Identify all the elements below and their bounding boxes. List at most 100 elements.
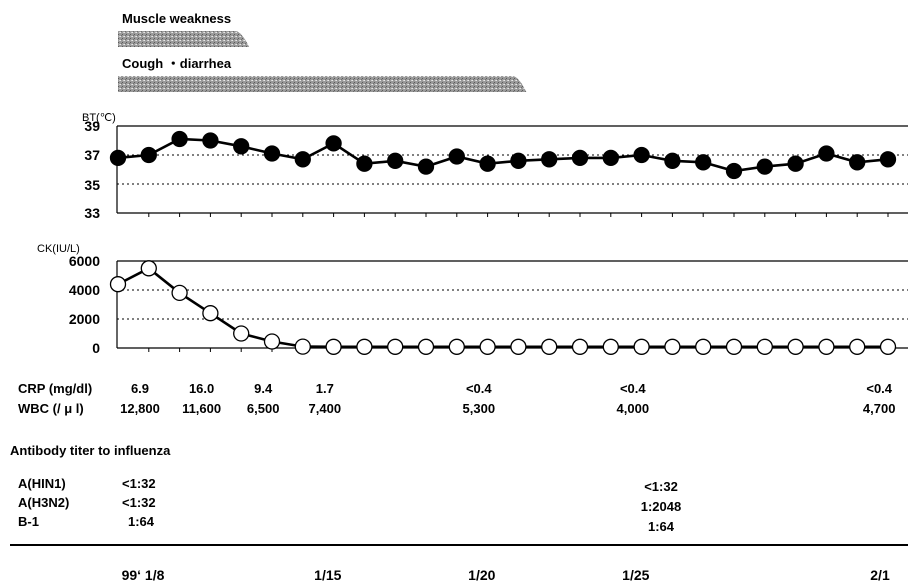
bt-point xyxy=(849,154,866,171)
bt-point xyxy=(602,149,619,167)
symptom-muscle-weakness: Muscle weakness xyxy=(118,11,250,47)
ck-point xyxy=(294,338,311,355)
crp-value: <0.4 xyxy=(620,381,646,396)
antibody-titer-second: 1:2048 xyxy=(641,499,681,514)
crp-value: 6.9 xyxy=(131,381,149,396)
crp-row-label: CRP (mg/dl) xyxy=(18,381,92,396)
wbc-value: 11,600 xyxy=(182,401,221,416)
symptom-label: Muscle weakness xyxy=(122,11,231,26)
antibody-titer-first: 1:64 xyxy=(128,514,155,529)
symptom-duration-bar xyxy=(118,31,250,47)
date-label: 2/1 xyxy=(870,567,890,583)
bt-axis-title: BT(℃) xyxy=(82,112,116,124)
bt-point xyxy=(140,146,157,164)
wbc-value: 6,500 xyxy=(247,401,280,416)
symptom-label: Cough ・diarrhea xyxy=(122,56,232,71)
antibody-titer-first: <1:32 xyxy=(122,476,156,491)
symptom-duration-bar xyxy=(118,76,527,92)
wbc-value: 5,300 xyxy=(463,401,496,416)
bt-point xyxy=(356,155,373,172)
antibody-section: Antibody titer to influenza A(HIN1) A(H3… xyxy=(10,443,681,534)
antibody-row-label: A(HIN1) xyxy=(18,476,66,491)
bt-point xyxy=(633,146,650,164)
ck-point xyxy=(633,338,650,355)
bt-point xyxy=(571,149,589,167)
ck-point xyxy=(756,338,773,355)
crp-value: <0.4 xyxy=(866,381,892,396)
bt-point xyxy=(294,151,311,168)
bt-point xyxy=(387,152,404,169)
bt-point xyxy=(725,162,743,180)
bt-point xyxy=(541,151,558,168)
date-label: 1/20 xyxy=(468,567,495,583)
antibody-title: Antibody titer to influenza xyxy=(10,443,171,458)
ck-point xyxy=(725,338,743,355)
antibody-titer-second: 1:64 xyxy=(648,519,675,534)
bt-tick-37: 37 xyxy=(84,147,100,163)
wbc-value: 7,400 xyxy=(309,401,342,416)
antibody-titer-first: <1:32 xyxy=(122,495,156,510)
ck-point xyxy=(417,338,435,355)
ck-point xyxy=(787,338,804,355)
bt-point xyxy=(417,158,435,175)
ck-point xyxy=(109,276,127,293)
crp-value: 16.0 xyxy=(189,381,214,396)
bt-point xyxy=(818,145,835,162)
ck-point xyxy=(263,333,281,350)
symptom-cough-diarrhea: Cough ・diarrhea xyxy=(118,56,527,92)
antibody-row-label: B-1 xyxy=(18,514,39,529)
bt-point xyxy=(879,151,897,168)
ck-point xyxy=(448,338,465,355)
ck-point xyxy=(602,338,619,355)
crp-value: 9.4 xyxy=(254,381,273,396)
ck-point xyxy=(171,284,188,302)
ck-tick-6000: 6000 xyxy=(69,253,100,269)
wbc-value: 4,000 xyxy=(617,401,650,416)
wbc-row-label: WBC (/ μ l) xyxy=(18,401,84,416)
wbc-value: 4,700 xyxy=(863,401,896,416)
bt-tick-39: 39 xyxy=(84,118,100,134)
bt-point xyxy=(787,155,804,172)
ck-point xyxy=(325,338,342,355)
bt-point xyxy=(233,138,250,155)
bt-point xyxy=(171,130,188,148)
ck-point xyxy=(202,305,219,322)
bt-point xyxy=(263,145,281,162)
ck-point xyxy=(695,338,712,355)
date-label: 1/25 xyxy=(622,567,649,583)
antibody-titer-second: <1:32 xyxy=(644,479,678,494)
wbc-value: 12,800 xyxy=(120,401,160,416)
date-label: 1/15 xyxy=(314,567,341,583)
bt-point xyxy=(325,135,342,152)
bt-point xyxy=(202,132,219,149)
bt-point xyxy=(510,152,527,169)
ck-tick-2000: 2000 xyxy=(69,311,100,327)
ck-tick-0: 0 xyxy=(92,340,100,356)
crp-value: <0.4 xyxy=(466,381,492,396)
ck-point xyxy=(510,338,527,355)
ck-tick-4000: 4000 xyxy=(69,282,100,298)
ck-point xyxy=(879,338,897,355)
ck-point xyxy=(664,338,681,355)
ck-chart: CK(IU/L) 6000 4000 2000 0 xyxy=(37,243,908,356)
ck-point xyxy=(233,325,250,342)
date-axis: 99‘ 1/8 1/15 1/20 1/25 2/1 xyxy=(122,567,890,583)
ck-point xyxy=(140,260,157,277)
bt-point xyxy=(109,149,127,167)
bt-point xyxy=(448,148,465,165)
bt-tick-33: 33 xyxy=(84,205,100,221)
date-label: 99‘ 1/8 xyxy=(122,567,165,583)
ck-point xyxy=(571,338,589,355)
ck-point xyxy=(849,338,866,355)
lab-values: CRP (mg/dl) WBC (/ μ l) 6.9 16.0 9.4 1.7 <0.… xyxy=(18,381,895,416)
ck-point xyxy=(356,338,373,355)
crp-value: 1.7 xyxy=(316,381,334,396)
ck-point xyxy=(541,338,558,355)
antibody-row-label: A(H3N2) xyxy=(18,495,69,510)
bt-point xyxy=(695,154,712,171)
bt-point xyxy=(479,155,496,172)
ck-point xyxy=(818,338,835,355)
ck-point xyxy=(387,338,404,355)
ck-point xyxy=(479,338,496,355)
